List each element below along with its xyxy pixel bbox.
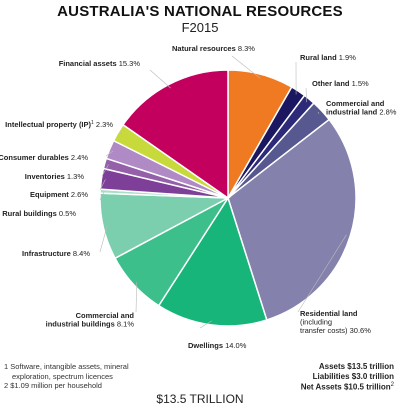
summary-net-assets: Net Assets $10.5 trillion2	[300, 382, 394, 392]
leader-line-infrastructure	[99, 225, 108, 253]
summary-net-assets-sup: 2	[390, 382, 394, 388]
chart-title: AUSTRALIA'S NATIONAL RESOURCES	[57, 3, 343, 20]
slice-label-intellectual-property-ip: Intellectual property (IP)1 2.3%	[5, 120, 113, 129]
leader-line-equipment	[99, 179, 106, 191]
slice-label-rural-buildings: Rural buildings 0.5%	[2, 209, 76, 218]
leader-line-commercial-and-industrial-land	[317, 111, 320, 114]
pie-slices	[99, 69, 357, 327]
pie-slice-financial-assets	[122, 69, 229, 200]
slice-label-commercial-and-industrial-buildings: Commercial and industrial buildings 8.1%	[46, 311, 135, 329]
slice-label-inventories: Inventories 1.3%	[25, 172, 85, 181]
slice-label-rural-land: Rural land 1.9%	[300, 53, 356, 62]
leader-line-dwellings	[199, 320, 212, 329]
slice-label-residential-land: Residential land (including transfer costs…	[300, 309, 371, 335]
leader-line-inventories	[101, 164, 109, 177]
slice-label-other-land: Other land 1.5%	[312, 79, 369, 88]
slice-labels: Natural resources 8.3% Rural land 1.9% Oth…	[0, 44, 397, 350]
slice-label-dwellings: Dwellings 14.0%	[188, 341, 247, 350]
leader-line-rural-buildings	[99, 191, 105, 201]
pie-slice-dwellings	[157, 196, 268, 327]
leader-line-consumer-durables	[105, 150, 114, 157]
footnote-1: 1 Software, intangible assets, mineral e…	[4, 362, 164, 381]
leader-line-financial-assets	[149, 69, 171, 89]
leader-line-intellectual-property-ip	[119, 131, 122, 135]
footnote-1-line-1: 1 Software, intangible assets, mineral	[4, 362, 129, 371]
footnote-2: 2 $1.09 million per household	[4, 381, 102, 390]
slice-label-consumer-durables: Consumer durables 2.4%	[0, 153, 88, 162]
slice-label-infrastructure: Infrastructure 8.4%	[22, 249, 90, 258]
leader-line-residential-land	[297, 234, 347, 313]
leader-lines	[99, 55, 347, 329]
summary-liabilities: Liabilities $3.0 trillion	[312, 371, 394, 381]
chart-subtitle: F2015	[181, 20, 219, 35]
leader-line-natural-resources	[231, 55, 261, 79]
footnote-1-line-2: exploration, spectrum licences	[12, 371, 113, 381]
summary-box: Assets $13.5 trillion Liabilities $3.0 t…	[301, 362, 394, 392]
total-label: $13.5 TRILLION	[156, 392, 244, 406]
pie-slice-residential-land	[227, 118, 357, 321]
summary-assets: Assets $13.5 trillion	[318, 362, 394, 371]
slice-label-financial-assets: Financial assets 15.3%	[59, 59, 141, 68]
leader-line-commercial-and-industrial-buildings	[135, 281, 138, 313]
leader-line-other-land	[305, 87, 307, 103]
slice-label-natural-resources: Natural resources 8.3%	[172, 44, 255, 53]
slice-label-commercial-and-industrial-land: Commercial and industrial land 2.8%	[326, 99, 397, 117]
slice-label-equipment: Equipment 2.6%	[30, 190, 88, 199]
